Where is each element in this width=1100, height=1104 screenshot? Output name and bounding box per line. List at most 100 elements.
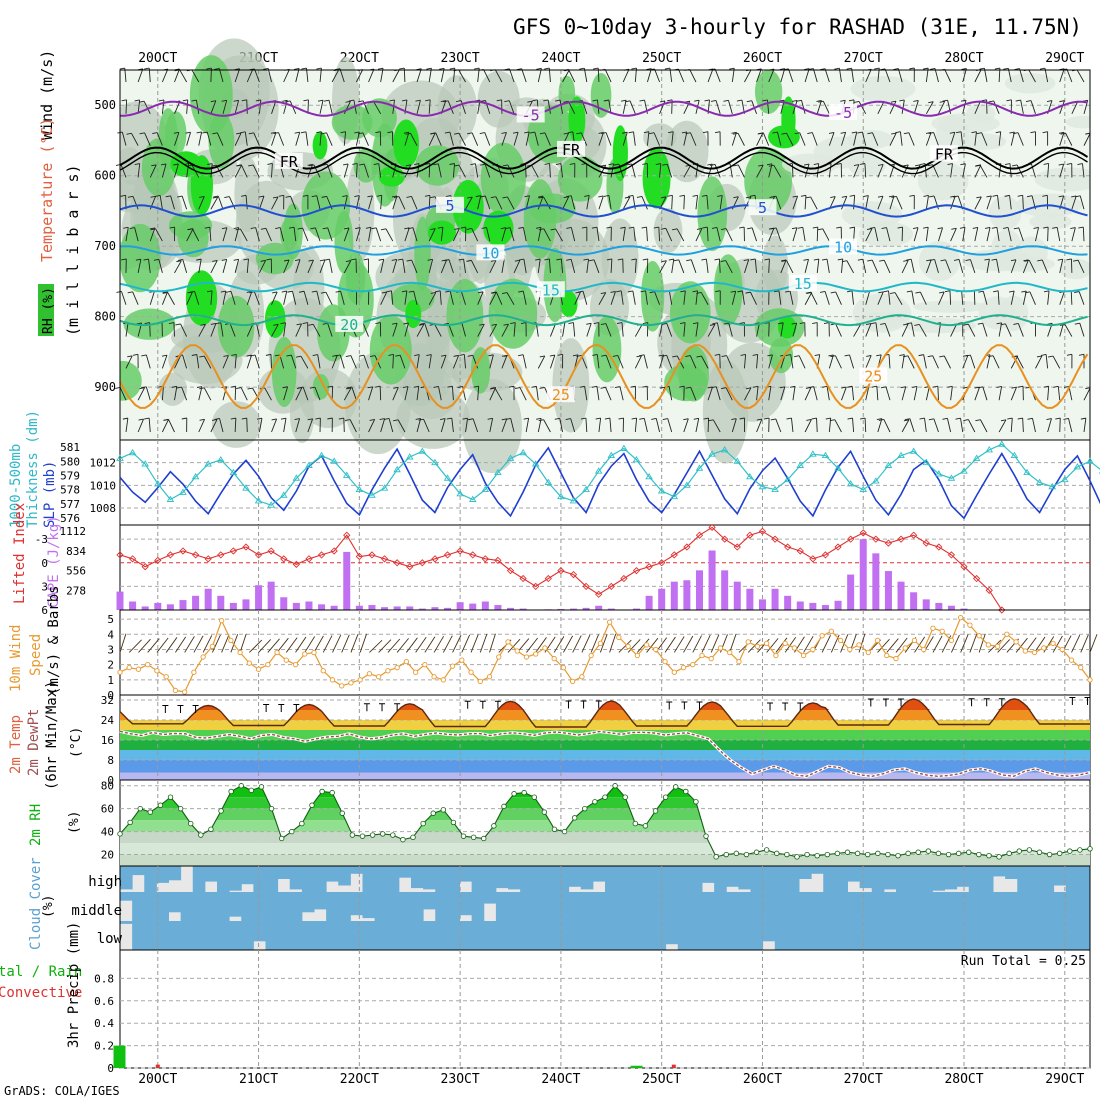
top-day-label: 25OCT [642, 51, 681, 66]
cloud-high-bar [787, 866, 800, 892]
rh2m-label: 2m RH [28, 804, 44, 846]
wind-speed-point [146, 662, 150, 666]
wind-speed-point [792, 646, 796, 650]
rh-point [724, 852, 729, 857]
rh-point [310, 803, 315, 808]
temperature-contour-label: 10 [481, 244, 499, 262]
slp-frame [120, 440, 1090, 525]
rh-point [542, 810, 547, 815]
rh-point [795, 855, 800, 860]
rh-band [120, 843, 1090, 854]
cloud-middle-bar [945, 892, 958, 921]
rh-point [896, 853, 901, 858]
cloud-low-bar [641, 921, 654, 950]
cloud-high-bar [423, 866, 436, 889]
upper-wind-barb-flag [426, 68, 431, 69]
bottom-day-label: 21OCT [239, 1072, 278, 1087]
upper-wind-barb-flag [930, 68, 935, 69]
wind-speed-point [718, 646, 722, 650]
rh-shade-80 [332, 104, 373, 139]
thickness-tick-label: 580 [60, 455, 80, 468]
cloud-middle-bar [763, 892, 776, 921]
rh-band [120, 855, 1090, 866]
rh-point [401, 837, 406, 842]
cloud-middle-bar [326, 892, 339, 921]
cape-bar [192, 596, 199, 610]
cloud-low-bar [241, 921, 254, 950]
cloud-high-bar [314, 866, 327, 892]
rh-shade-60 [403, 366, 452, 401]
cloud-middle-bar [981, 892, 994, 921]
cloud-high-bar [823, 866, 836, 892]
upper-wind-barb [974, 291, 975, 305]
precip-tick-label: 0.2 [94, 1040, 114, 1053]
cape-bar [696, 570, 703, 610]
temperature-contour-label: FR [280, 153, 299, 171]
thickness-tick-label: 581 [60, 441, 80, 454]
bottom-day-label: 24OCT [541, 1072, 580, 1087]
thickness-tick-label: 576 [60, 512, 80, 525]
cloud-low-bar [629, 921, 642, 950]
temp-band [120, 760, 1090, 773]
cloud-low-bar [181, 921, 194, 950]
upper-wind-barb-flag [847, 68, 852, 69]
precip-panel: 00.20.40.60.8 [94, 950, 1090, 1075]
wind-speed-point [1060, 647, 1064, 651]
wind10-barb [240, 634, 246, 653]
upper-wind-barb [174, 323, 175, 337]
bottom-day-label: 27OCT [844, 1072, 883, 1087]
rh-point [815, 853, 820, 858]
cloud-middle-bar [714, 892, 727, 921]
upper-wind-barb [1048, 227, 1049, 241]
cloud-high-bar [435, 866, 448, 892]
wind-speed-point [580, 675, 584, 679]
wind10-barb [175, 637, 185, 653]
rh-point [694, 799, 699, 804]
rh-point [300, 821, 305, 826]
cape-tick-label: 278 [66, 584, 86, 597]
wind-speed-point [534, 652, 538, 656]
wind-speed-point [644, 643, 648, 647]
wind-frame [120, 610, 1090, 695]
cloud-low-bar [860, 921, 873, 950]
cloud-high-bar [690, 866, 703, 892]
rh-point [431, 811, 436, 816]
wind-speed-point [358, 678, 362, 682]
wind-speed-point [469, 670, 473, 674]
upper-wind-barb-flag [874, 68, 879, 69]
wind-speed-point [182, 690, 186, 694]
cape-bar [759, 599, 766, 610]
cloud-low-bar [496, 921, 509, 950]
cloud-low-bar [229, 921, 242, 950]
cloud-middle-bar [823, 892, 836, 921]
wind-speed-point [460, 658, 464, 662]
pressure-tick-label: 800 [94, 310, 116, 324]
wind-speed-point [746, 640, 750, 644]
rh-point [956, 851, 961, 856]
cloud-low-bar [484, 921, 497, 950]
rh-point [754, 850, 759, 855]
cape-bar [129, 602, 136, 611]
wind-speed-point [219, 618, 223, 622]
wind-speed-point [404, 659, 408, 663]
temp-band [120, 750, 1090, 760]
cape-bar [709, 551, 716, 611]
upper-wind-barb-flag [1040, 68, 1045, 69]
cloud-low-bar [266, 921, 279, 950]
temp2m-label-2: 2m DewPt [26, 709, 42, 776]
cloud-low-bar [423, 921, 436, 950]
temp-tick-label: 32 [101, 694, 114, 707]
cloud-middle-bar [266, 892, 279, 921]
cloud-high-bar [508, 866, 521, 889]
cloud-low-bar [920, 921, 933, 950]
cloud-middle-bar [690, 892, 703, 921]
cape-bar [305, 602, 312, 611]
rh-point [1007, 851, 1012, 856]
upper-wind-barb-flag [536, 68, 541, 69]
cloud-low-bar [908, 921, 921, 950]
wind-speed-point [986, 643, 990, 647]
wind-speed-point [487, 675, 491, 679]
upper-wind-barb [271, 354, 272, 368]
